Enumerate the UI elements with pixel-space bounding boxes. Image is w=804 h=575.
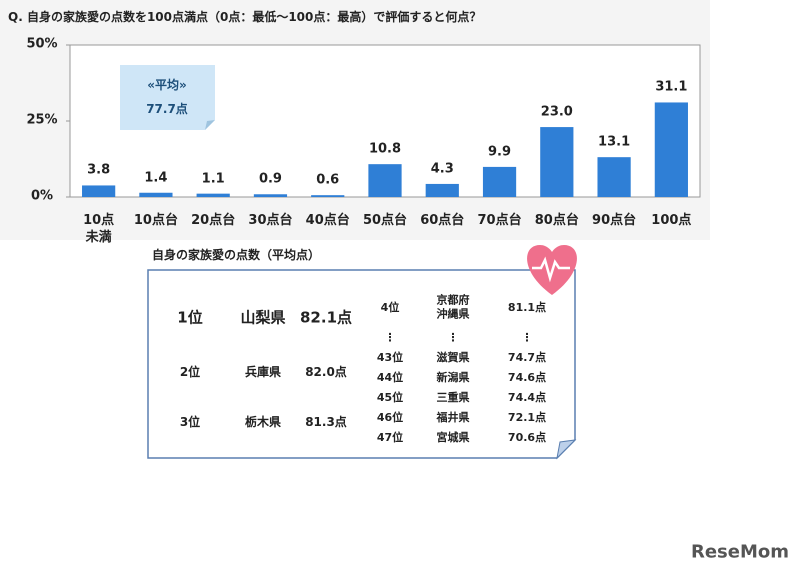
annotation-title: «平均» bbox=[147, 78, 187, 93]
value-label: 3.8 bbox=[87, 162, 111, 178]
bar bbox=[425, 183, 459, 197]
ranking-cell: 45位 bbox=[376, 390, 404, 404]
value-label: 10.8 bbox=[368, 141, 402, 157]
value-label: 31.1 bbox=[655, 80, 688, 96]
ranking-title: 自身の家族愛の点数（平均点） bbox=[152, 248, 321, 263]
value-label: 9.9 bbox=[488, 144, 512, 160]
ranking-cell: 宮城県 bbox=[436, 430, 470, 444]
ranking-cell: 47位 bbox=[376, 430, 404, 444]
ranking-cell: 1位 bbox=[177, 308, 203, 327]
bar bbox=[82, 185, 116, 197]
annotation-box bbox=[120, 65, 215, 130]
ranking-cell: 兵庫県 bbox=[244, 365, 282, 380]
ranking-cell: 山梨県 bbox=[240, 308, 286, 327]
bar bbox=[597, 157, 631, 197]
annotation-fold bbox=[205, 120, 215, 130]
ranking-cell: 72.1点 bbox=[507, 410, 547, 424]
ranking-cell: 74.7点 bbox=[507, 350, 547, 364]
value-label: 0.6 bbox=[316, 172, 340, 188]
ranking-cell: 81.3点 bbox=[305, 415, 347, 430]
x-tick-label: 100点 bbox=[651, 213, 692, 228]
ranking-cell: 京都府 沖縄県 bbox=[436, 293, 470, 321]
value-label: 0.9 bbox=[258, 171, 282, 187]
ranking-cell: 3位 bbox=[179, 415, 201, 430]
ranking-cell: ⋮ bbox=[521, 330, 533, 344]
ranking-cell: 82.0点 bbox=[305, 365, 347, 380]
x-tick-label: 60点台 bbox=[420, 213, 465, 228]
y-tick-label: 0% bbox=[30, 188, 54, 204]
bar bbox=[540, 127, 574, 197]
x-tick-label: 50点台 bbox=[362, 213, 408, 228]
value-label: 4.3 bbox=[430, 161, 454, 177]
y-tick-label: 25% bbox=[26, 112, 58, 128]
bar bbox=[311, 195, 345, 197]
ranking-cell: 福井県 bbox=[436, 410, 470, 424]
value-label: 1.1 bbox=[201, 171, 225, 187]
ranking-cell: 74.6点 bbox=[507, 370, 547, 384]
ranking-fold bbox=[556, 439, 577, 460]
ranking-cell: 70.6点 bbox=[507, 430, 547, 444]
ranking-cell: 81.1点 bbox=[507, 300, 547, 314]
x-tick-label: 90点台 bbox=[592, 213, 637, 228]
ranking-cell: 82.1点 bbox=[299, 308, 353, 327]
ranking-cell: 74.4点 bbox=[507, 390, 547, 404]
bar bbox=[654, 102, 688, 197]
ranking-cell: 4位 bbox=[380, 300, 400, 314]
x-tick-label: 10点台 bbox=[133, 213, 178, 228]
ranking-cell: 44位 bbox=[376, 370, 404, 384]
value-label: 13.1 bbox=[598, 134, 631, 150]
ranking-cell: 2位 bbox=[179, 365, 201, 380]
y-tick-label: 50% bbox=[26, 36, 58, 52]
ranking-cell: 46位 bbox=[376, 410, 404, 424]
value-label: 23.0 bbox=[540, 104, 573, 120]
chart-title: Q. 自身の家族愛の点数を100点満点（0点：最低～100点：最高）で評価すると… bbox=[8, 10, 482, 25]
ranking-cell: 栃木県 bbox=[244, 415, 282, 430]
value-label: 1.4 bbox=[144, 170, 168, 186]
ranking-cell: 新潟県 bbox=[436, 370, 470, 384]
x-tick-label: 30点台 bbox=[248, 213, 293, 228]
ranking-cell: ⋮ bbox=[447, 330, 459, 344]
x-tick-label: 40点台 bbox=[305, 213, 350, 228]
heart-pulse bbox=[532, 256, 570, 283]
bar bbox=[368, 164, 402, 197]
bar bbox=[482, 166, 517, 197]
bar bbox=[139, 192, 173, 197]
annotation-text: 77.7点 bbox=[146, 102, 188, 117]
x-tick-label: 70点台 bbox=[477, 213, 522, 228]
ranking-cell: 43位 bbox=[376, 350, 404, 364]
ranking-cell: ⋮ bbox=[384, 330, 396, 344]
ranking-cell: 三重県 bbox=[436, 390, 470, 404]
watermark: ReseMom bbox=[690, 541, 790, 563]
x-tick-label: 20点台 bbox=[191, 213, 236, 228]
ranking-cell: 滋賀県 bbox=[436, 350, 470, 364]
bar bbox=[196, 193, 230, 197]
x-tick-label: 10点 未満 bbox=[83, 213, 115, 245]
x-tick-label: 80点台 bbox=[534, 213, 579, 228]
bar bbox=[253, 194, 288, 197]
